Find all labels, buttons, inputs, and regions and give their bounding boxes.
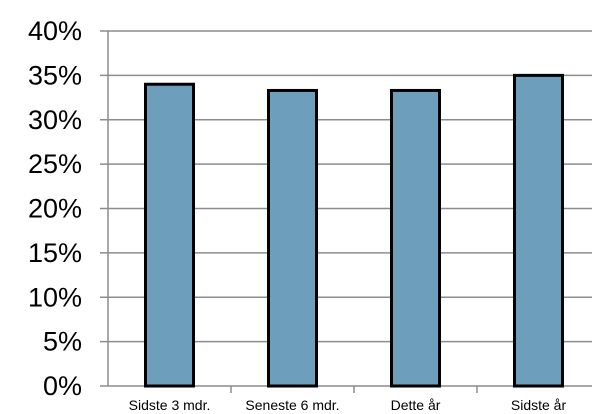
bar: [390, 88, 441, 388]
x-tick-label: Sidste år: [511, 397, 567, 413]
y-tick-label: 20%: [28, 194, 82, 224]
y-tick-label: 30%: [28, 105, 82, 135]
y-tick-label: 0%: [43, 371, 82, 401]
y-tick-label: 40%: [28, 16, 82, 46]
y-tick-label: 25%: [28, 149, 82, 179]
x-tick-label: Seneste 6 mdr.: [245, 397, 339, 413]
y-tick-label: 15%: [28, 238, 82, 268]
y-tick-label: 35%: [28, 60, 82, 90]
x-tick-label: Dette år: [391, 397, 441, 413]
y-tick-labels: 0% 5% 10% 15% 20% 25% 30% 35% 40%: [28, 16, 82, 401]
bar: [513, 73, 564, 388]
bar: [144, 82, 195, 388]
y-tick-label: 10%: [28, 282, 82, 312]
x-tick-label: Sidste 3 mdr.: [129, 397, 211, 413]
bar: [267, 88, 318, 388]
y-tick-label: 5%: [43, 327, 82, 357]
x-tick-labels: Sidste 3 mdr. Seneste 6 mdr. Dette år Sidst…: [129, 397, 567, 413]
bars: [144, 73, 564, 388]
